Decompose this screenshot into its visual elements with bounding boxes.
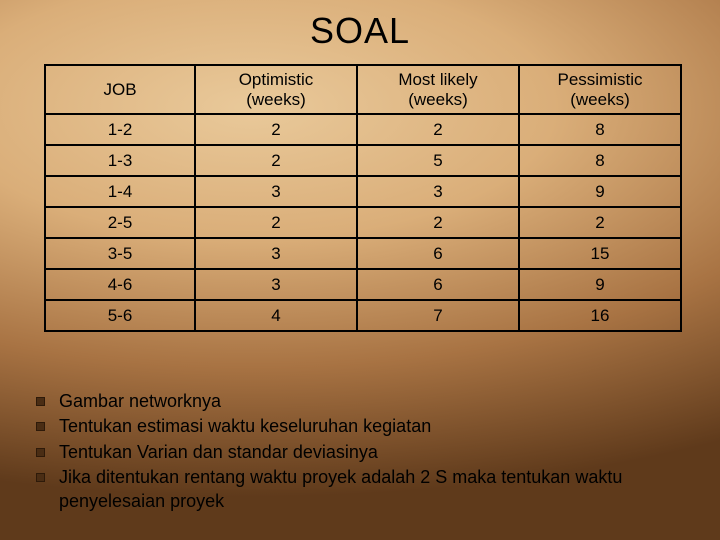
list-item: Tentukan Varian dan standar deviasinya bbox=[36, 441, 684, 464]
table-cell: 2 bbox=[195, 207, 357, 238]
table-cell: 2 bbox=[195, 145, 357, 176]
table-cell: 3 bbox=[357, 176, 519, 207]
table-row: 5-64716 bbox=[45, 300, 681, 331]
table-row: 1-4339 bbox=[45, 176, 681, 207]
table-cell: 2 bbox=[195, 114, 357, 145]
table-cell: 9 bbox=[519, 176, 681, 207]
table-cell: 4-6 bbox=[45, 269, 195, 300]
table-cell: 3-5 bbox=[45, 238, 195, 269]
table-cell: 5 bbox=[357, 145, 519, 176]
table-row: 4-6369 bbox=[45, 269, 681, 300]
table-cell: 2 bbox=[519, 207, 681, 238]
table-body: 1-22281-32581-43392-52223-536154-63695-6… bbox=[45, 114, 681, 331]
col-header-job: JOB bbox=[45, 65, 195, 114]
table-cell: 3 bbox=[195, 269, 357, 300]
table-cell: 2-5 bbox=[45, 207, 195, 238]
table-cell: 1-4 bbox=[45, 176, 195, 207]
col-header-mostlikely: Most likely(weeks) bbox=[357, 65, 519, 114]
table-cell: 9 bbox=[519, 269, 681, 300]
table-cell: 8 bbox=[519, 114, 681, 145]
table-cell: 2 bbox=[357, 207, 519, 238]
table-cell: 4 bbox=[195, 300, 357, 331]
table-cell: 2 bbox=[357, 114, 519, 145]
table-row: 3-53615 bbox=[45, 238, 681, 269]
table-row: 1-3258 bbox=[45, 145, 681, 176]
bullet-text: Jika ditentukan rentang waktu proyek ada… bbox=[59, 466, 684, 513]
list-item: Gambar networknya bbox=[36, 390, 684, 413]
table-cell: 8 bbox=[519, 145, 681, 176]
table-cell: 1-2 bbox=[45, 114, 195, 145]
bullet-square-icon bbox=[36, 422, 45, 431]
bullet-square-icon bbox=[36, 448, 45, 457]
table-row: 2-5222 bbox=[45, 207, 681, 238]
table-row: 1-2228 bbox=[45, 114, 681, 145]
table-cell: 7 bbox=[357, 300, 519, 331]
list-item: Tentukan estimasi waktu keseluruhan kegi… bbox=[36, 415, 684, 438]
col-header-optimistic: Optimistic(weeks) bbox=[195, 65, 357, 114]
table-cell: 6 bbox=[357, 238, 519, 269]
bullet-list: Gambar networknyaTentukan estimasi waktu… bbox=[36, 390, 684, 515]
page-title: SOAL bbox=[0, 10, 720, 52]
bullet-text: Gambar networknya bbox=[59, 390, 684, 413]
table-cell: 6 bbox=[357, 269, 519, 300]
data-table: JOB Optimistic(weeks) Most likely(weeks)… bbox=[44, 64, 682, 332]
bullet-square-icon bbox=[36, 397, 45, 406]
table-cell: 1-3 bbox=[45, 145, 195, 176]
col-header-pessimistic: Pessimistic(weeks) bbox=[519, 65, 681, 114]
bullet-text: Tentukan estimasi waktu keseluruhan kegi… bbox=[59, 415, 684, 438]
bullet-square-icon bbox=[36, 473, 45, 482]
table-header-row: JOB Optimistic(weeks) Most likely(weeks)… bbox=[45, 65, 681, 114]
table-cell: 16 bbox=[519, 300, 681, 331]
table-cell: 5-6 bbox=[45, 300, 195, 331]
table-cell: 15 bbox=[519, 238, 681, 269]
table-cell: 3 bbox=[195, 238, 357, 269]
list-item: Jika ditentukan rentang waktu proyek ada… bbox=[36, 466, 684, 513]
table-cell: 3 bbox=[195, 176, 357, 207]
data-table-container: JOB Optimistic(weeks) Most likely(weeks)… bbox=[44, 64, 680, 332]
bullet-text: Tentukan Varian dan standar deviasinya bbox=[59, 441, 684, 464]
